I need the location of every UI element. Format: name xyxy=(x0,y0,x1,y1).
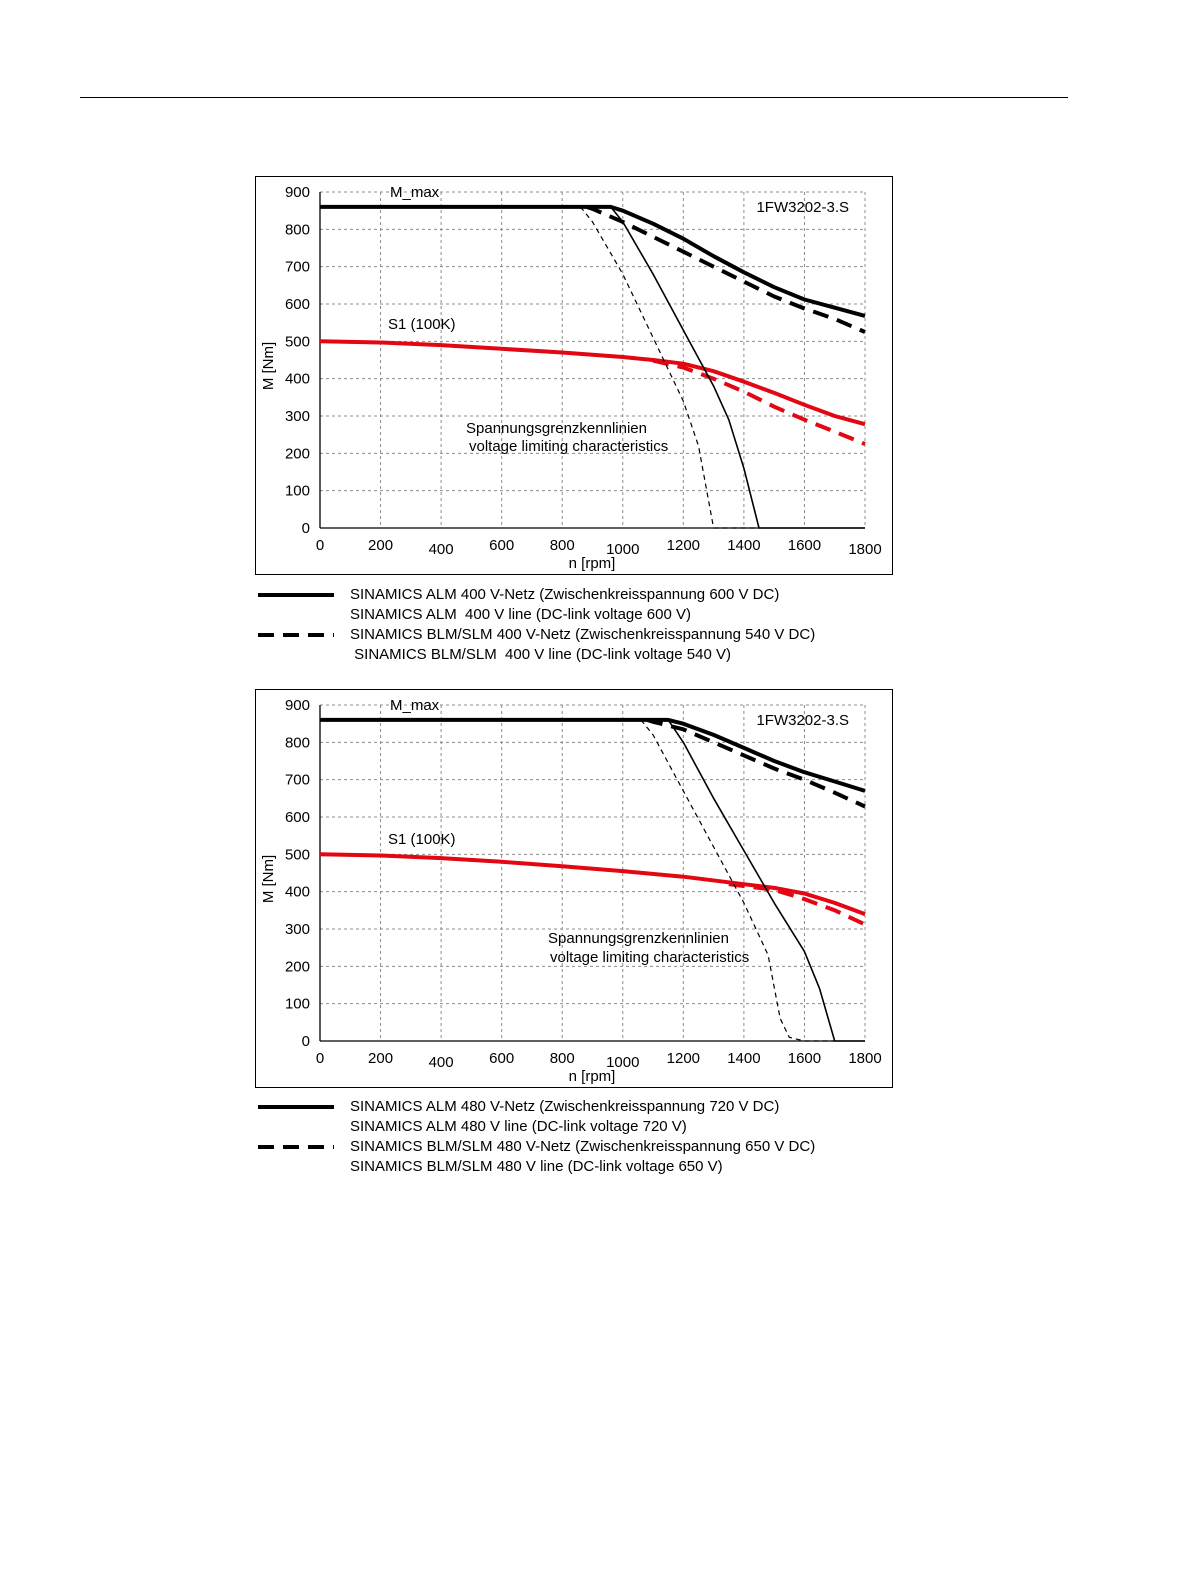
legend-label-de: SINAMICS ALM 480 V-Netz (Zwischenkreissp… xyxy=(350,1098,780,1115)
series-line-s1_alm xyxy=(319,852,866,916)
legend-item-alm: SINAMICS ALM 400 V-Netz (Zwischenkreissp… xyxy=(258,585,958,625)
header-rule xyxy=(80,97,1068,98)
y-tick-label: 900 xyxy=(285,184,310,201)
legend-item-blm-slm: SINAMICS BLM/SLM 400 V-Netz (Zwischenkre… xyxy=(258,625,958,665)
legend-label-de: SINAMICS BLM/SLM 400 V-Netz (Zwischenkre… xyxy=(350,626,816,643)
s1-label: S1 (100K) xyxy=(388,831,456,848)
voltage-limit-label-de: Spannungsgrenzkennlinien xyxy=(466,420,647,437)
y-tick-label: 300 xyxy=(285,921,310,938)
y-tick-label: 200 xyxy=(285,445,310,462)
y-tick-label: 400 xyxy=(285,371,310,388)
x-tick-label: 200 xyxy=(368,1050,393,1067)
series-line-mmax_blm xyxy=(646,717,866,809)
y-tick-label: 800 xyxy=(285,221,310,238)
legend-item-blm-slm: SINAMICS BLM/SLM 480 V-Netz (Zwischenkre… xyxy=(258,1137,958,1177)
x-axis-label: n [rpm] xyxy=(569,1068,616,1085)
series-line-vlim_alm xyxy=(610,206,865,529)
y-axis-label: M [Nm] xyxy=(260,342,277,390)
torque-speed-chart-400v: 0 100 200 300 400 500 600 700 800 900 0 200 400 600 80… xyxy=(255,176,893,575)
s1-label: S1 (100K) xyxy=(388,316,456,333)
voltage-limit-label-en: voltage limiting characteristics xyxy=(550,949,749,966)
motor-model-label: 1FW3202-3.S xyxy=(756,199,849,216)
series-line-s1_blm xyxy=(728,882,866,927)
y-tick-label: 500 xyxy=(285,333,310,350)
dashed-line-swatch xyxy=(258,1145,334,1149)
y-tick-label: 200 xyxy=(285,958,310,975)
legend-text: SINAMICS ALM 480 V-Netz (Zwischenkreissp… xyxy=(350,1097,779,1136)
x-tick-label: 1200 xyxy=(667,537,700,554)
x-tick-label: 1400 xyxy=(727,1050,760,1067)
voltage-limit-label-en: voltage limiting characteristics xyxy=(469,438,668,455)
series-line-mmax_alm xyxy=(320,717,866,793)
x-tick-label: 400 xyxy=(429,541,454,558)
series-line-vlim_blm xyxy=(640,719,835,1042)
x-tick-label: 1200 xyxy=(667,1050,700,1067)
legend-label-de: SINAMICS ALM 400 V-Netz (Zwischenkreissp… xyxy=(350,586,780,603)
x-tick-label: 400 xyxy=(429,1054,454,1071)
x-tick-label: 600 xyxy=(489,537,514,554)
solid-line-swatch xyxy=(258,1105,334,1109)
chart-plot-480v: 0 100 200 300 400 500 600 700 800 900 0 200 400 600 80… xyxy=(260,697,882,1085)
motor-model-label: 1FW3202-3.S xyxy=(756,712,849,729)
y-tick-label: 100 xyxy=(285,996,310,1013)
legend-text: SINAMICS BLM/SLM 480 V-Netz (Zwischenkre… xyxy=(350,1137,815,1176)
x-tick-label: 800 xyxy=(550,537,575,554)
x-tick-label: 1000 xyxy=(606,541,639,558)
x-tick-label: 1600 xyxy=(788,1050,821,1067)
y-tick-label: 400 xyxy=(285,884,310,901)
x-tick-label: 1800 xyxy=(848,541,881,558)
legend-480v: SINAMICS ALM 480 V-Netz (Zwischenkreissp… xyxy=(258,1097,958,1177)
x-tick-label: 1400 xyxy=(727,537,760,554)
mmax-label: M_max xyxy=(390,697,440,714)
legend-label-en: SINAMICS BLM/SLM 480 V line (DC-link vol… xyxy=(350,1157,723,1175)
x-tick-label: 0 xyxy=(316,537,324,554)
legend-text: SINAMICS ALM 400 V-Netz (Zwischenkreissp… xyxy=(350,585,779,624)
y-axis-label: M [Nm] xyxy=(260,855,277,903)
x-tick-label: 0 xyxy=(316,1050,324,1067)
x-tick-label: 1600 xyxy=(788,537,821,554)
y-tick-label: 900 xyxy=(285,697,310,714)
y-tick-label: 700 xyxy=(285,772,310,789)
y-tick-label: 500 xyxy=(285,846,310,863)
x-tick-label: 1000 xyxy=(606,1054,639,1071)
x-tick-label: 600 xyxy=(489,1050,514,1067)
torque-speed-chart-480v: 0 100 200 300 400 500 600 700 800 900 0 200 400 600 80… xyxy=(255,689,893,1088)
series-line-mmax_blm xyxy=(585,204,866,334)
legend-item-alm: SINAMICS ALM 480 V-Netz (Zwischenkreissp… xyxy=(258,1097,958,1137)
legend-label-en: SINAMICS BLM/SLM 400 V line (DC-link vol… xyxy=(350,645,731,663)
y-tick-label: 100 xyxy=(285,483,310,500)
dashed-line-swatch xyxy=(258,633,334,637)
x-tick-label: 1800 xyxy=(848,1050,881,1067)
chart-plot-400v: 0 100 200 300 400 500 600 700 800 900 0 200 400 600 80… xyxy=(260,184,882,572)
y-tick-label: 600 xyxy=(285,296,310,313)
x-axis-label: n [rpm] xyxy=(569,555,616,572)
legend-400v: SINAMICS ALM 400 V-Netz (Zwischenkreissp… xyxy=(258,585,958,665)
legend-label-en: SINAMICS ALM 400 V line (DC-link voltage… xyxy=(350,605,691,623)
solid-line-swatch xyxy=(258,593,334,597)
x-tick-label: 800 xyxy=(550,1050,575,1067)
mmax-label: M_max xyxy=(390,184,440,201)
x-tick-label: 200 xyxy=(368,537,393,554)
y-tick-label: 800 xyxy=(285,734,310,751)
legend-label-en: SINAMICS ALM 480 V line (DC-link voltage… xyxy=(350,1117,687,1135)
series-line-vlim_blm xyxy=(579,206,759,529)
voltage-limit-label-de: Spannungsgrenzkennlinien xyxy=(548,930,729,947)
legend-text: SINAMICS BLM/SLM 400 V-Netz (Zwischenkre… xyxy=(350,625,815,664)
series-line-s1_alm xyxy=(319,339,866,427)
y-tick-label: 700 xyxy=(285,259,310,276)
legend-label-de: SINAMICS BLM/SLM 480 V-Netz (Zwischenkre… xyxy=(350,1138,816,1155)
y-tick-label: 0 xyxy=(302,520,310,537)
y-tick-label: 0 xyxy=(302,1033,310,1050)
series-line-vlim_alm xyxy=(667,719,865,1042)
series-line-s1_blm xyxy=(652,358,866,446)
y-tick-label: 600 xyxy=(285,809,310,826)
y-tick-label: 300 xyxy=(285,408,310,425)
series-line-mmax_alm xyxy=(320,204,866,318)
